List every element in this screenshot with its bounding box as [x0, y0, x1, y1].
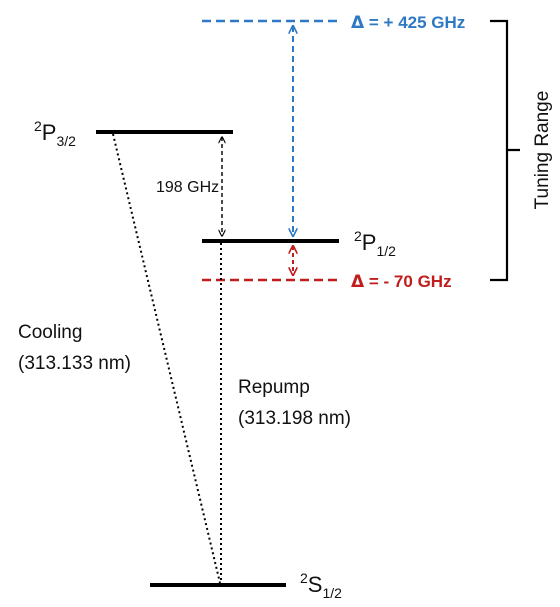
blue-detuning-symbol: Δ — [351, 13, 365, 33]
level-p12-sup: 2 — [354, 228, 362, 244]
red-detuning-label: Δ = - 70 GHz — [351, 272, 452, 292]
cooling-wavelength: (313.133 nm) — [18, 353, 131, 374]
repump-name: Repump — [238, 377, 310, 398]
cooling-transition-line — [112, 133, 221, 584]
repump-wavelength: (313.198 nm) — [238, 408, 351, 429]
splitting-label: 198 GHz — [156, 179, 219, 196]
red-detuning-symbol: Δ — [351, 272, 365, 292]
tuning-range-label: Tuning Range — [532, 91, 553, 210]
level-p12-base: P — [362, 230, 377, 255]
tuning-range-bracket — [490, 19, 520, 282]
level-s12-label: 2S1/2 — [300, 570, 342, 601]
level-s12-sup: 2 — [300, 570, 308, 586]
level-p32-sup: 2 — [34, 118, 42, 134]
blue-detuning-label: Δ = + 425 GHz — [351, 13, 465, 33]
level-p12-label: 2P1/2 — [354, 228, 396, 259]
cooling-name: Cooling — [18, 322, 82, 343]
level-p32-sub: 3/2 — [56, 133, 76, 149]
level-p12-sub: 1/2 — [376, 243, 396, 259]
level-s12-sub: 1/2 — [322, 585, 342, 601]
level-p32-base: P — [42, 120, 57, 145]
red-detuning-text: = - 70 GHz — [364, 272, 451, 291]
level-s12-base: S — [308, 572, 323, 597]
blue-detuning-text: = + 425 GHz — [364, 13, 465, 32]
level-p32-label: 2P3/2 — [34, 118, 76, 149]
